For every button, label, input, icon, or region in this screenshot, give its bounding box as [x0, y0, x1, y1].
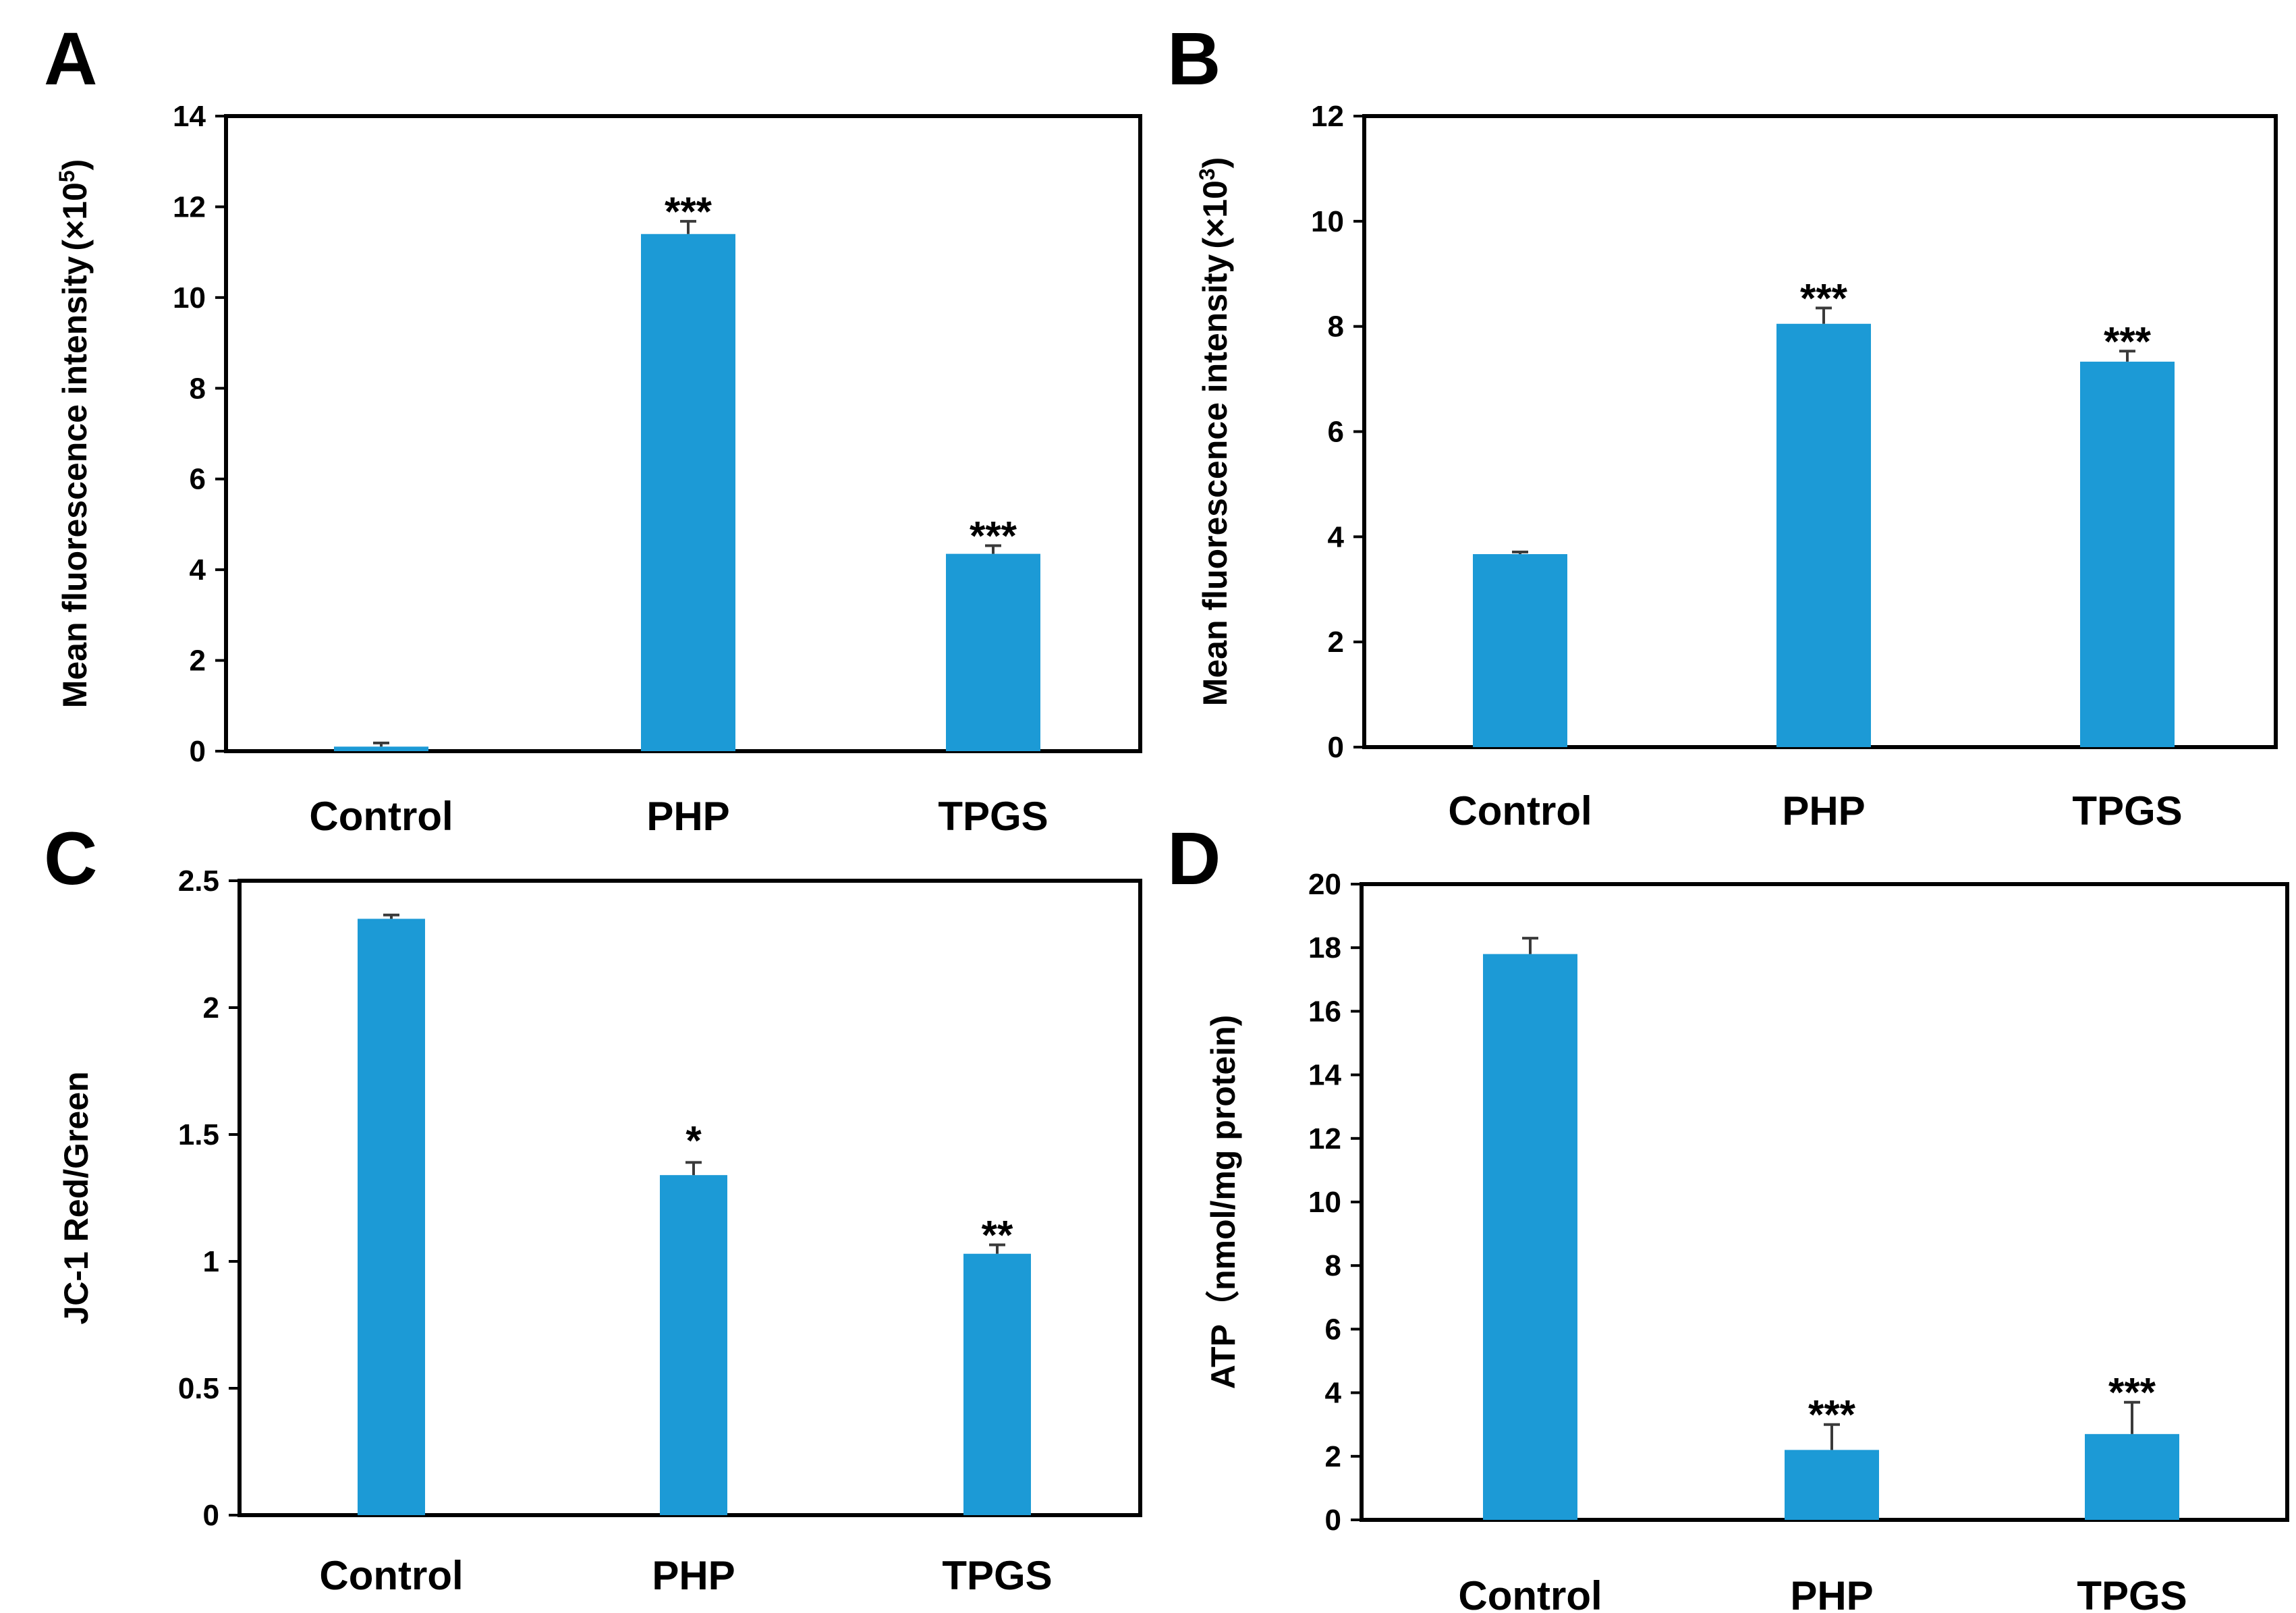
- y-tick-label: 2: [1328, 626, 1344, 659]
- y-tick-label: 4: [190, 553, 206, 586]
- error-bar: [685, 1161, 702, 1176]
- y-axis-label: JC-1 Red/Green: [57, 1071, 95, 1324]
- y-tick-label: 4: [1328, 520, 1345, 553]
- y-tick-label: 4: [1325, 1377, 1342, 1410]
- panel-label: D: [1167, 817, 1221, 900]
- y-tick-label: 2: [1325, 1440, 1341, 1473]
- significance-marker: **: [982, 1213, 1013, 1258]
- y-tick-label: 14: [173, 100, 206, 133]
- y-tick-label: 12: [173, 190, 206, 223]
- x-category-label: PHP: [1782, 788, 1865, 833]
- bar-php: [1785, 1450, 1879, 1520]
- y-tick-label: 6: [190, 463, 206, 496]
- chart-panel-a: 0 2 4 6 8 10 12 14 Control *** PHP *** TPGS Mean fluo…: [44, 18, 1142, 839]
- y-tick-label: 10: [1308, 1186, 1341, 1219]
- chart-panel-b: 0 2 4 6 8 10 12 Control *** PHP *** TPGS Mean fluore…: [1167, 18, 2278, 833]
- x-category-label: TPGS: [2072, 788, 2182, 833]
- y-tick-label: 2: [190, 645, 206, 678]
- x-category-label: PHP: [652, 1553, 735, 1598]
- error-bar: [2124, 1400, 2140, 1434]
- y-tick-label: 14: [1308, 1059, 1341, 1092]
- y-tick-label: 8: [1328, 310, 1344, 344]
- x-category-label: TPGS: [938, 794, 1048, 839]
- x-category-label: Control: [1458, 1573, 1602, 1613]
- y-tick-label: 18: [1308, 931, 1341, 964]
- y-tick-label: 1.5: [178, 1118, 219, 1151]
- chart-panel-c: 0 0.5 1 1.5 2 2.5 Control * PHP ** TPGS JC-1 Red/Gr…: [44, 817, 1142, 1598]
- x-category-label: Control: [319, 1553, 463, 1598]
- y-tick-label: 6: [1328, 416, 1344, 449]
- y-tick-label: 6: [1325, 1313, 1341, 1346]
- y-tick-label: 1: [203, 1245, 219, 1278]
- x-category-label: PHP: [646, 794, 729, 839]
- y-tick-label: 0.5: [178, 1372, 219, 1405]
- y-tick-label: 0: [203, 1499, 219, 1532]
- y-tick-label: 8: [1325, 1249, 1341, 1282]
- y-axis-label: ATP（nmol/mg protein): [1204, 1015, 1242, 1390]
- error-bar: [383, 913, 399, 919]
- significance-marker: ***: [1808, 1392, 1856, 1438]
- y-tick-label: 12: [1311, 100, 1344, 133]
- error-bar: [373, 741, 389, 747]
- panel-label: A: [44, 18, 97, 101]
- bar-control: [334, 746, 428, 751]
- bar-control: [358, 919, 425, 1515]
- panel-label: B: [1167, 18, 1221, 101]
- y-axis-label: Mean fluorescence intensity(×103): [1195, 157, 1234, 707]
- x-category-label: Control: [309, 794, 453, 839]
- y-tick-label: 2: [203, 991, 219, 1024]
- y-tick-label: 8: [190, 372, 206, 405]
- significance-marker: ***: [665, 189, 712, 234]
- error-bar: [989, 1243, 1005, 1254]
- error-bar: [1816, 306, 1832, 324]
- error-bar: [2119, 350, 2135, 362]
- bar-php: [641, 234, 735, 751]
- error-bar: [985, 544, 1001, 554]
- panel-label: C: [44, 817, 97, 900]
- y-tick-label: 0: [1328, 731, 1344, 764]
- significance-marker: ***: [970, 514, 1017, 559]
- y-tick-label: 10: [1311, 205, 1344, 238]
- bar-control: [1473, 554, 1567, 747]
- bar-php: [1776, 323, 1871, 747]
- error-bar: [680, 219, 696, 234]
- bar-tpgs: [963, 1253, 1031, 1515]
- bar-control: [1483, 954, 1577, 1520]
- bar-php: [660, 1175, 727, 1515]
- significance-marker: *: [685, 1118, 702, 1163]
- y-tick-label: 0: [1325, 1504, 1341, 1537]
- error-bar: [1512, 550, 1528, 555]
- significance-marker: ***: [2104, 319, 2152, 364]
- y-tick-label: 10: [173, 281, 206, 315]
- significance-marker: ***: [2108, 1370, 2156, 1415]
- bar-tpgs: [2085, 1433, 2179, 1520]
- x-category-label: Control: [1448, 788, 1592, 833]
- chart-panel-d: 0 2 4 6 8 10 12 14 16 18 20 Control *** PHP *** TPGS ATP…: [1167, 817, 2289, 1613]
- y-tick-label: 16: [1308, 995, 1341, 1028]
- bar-tpgs: [946, 553, 1040, 751]
- x-category-label: TPGS: [2077, 1573, 2187, 1613]
- bar-tpgs: [2080, 361, 2175, 747]
- y-tick-label: 20: [1308, 868, 1341, 901]
- x-category-label: PHP: [1790, 1573, 1873, 1613]
- y-tick-label: 2.5: [178, 865, 219, 898]
- error-bar: [1522, 937, 1538, 954]
- error-bar: [1824, 1423, 1840, 1450]
- y-tick-label: 12: [1308, 1122, 1341, 1155]
- y-axis-label: Mean fluorescence intensity(×105): [55, 159, 94, 709]
- significance-marker: ***: [1800, 275, 1848, 321]
- y-tick-label: 0: [190, 735, 206, 768]
- x-category-label: TPGS: [942, 1553, 1052, 1598]
